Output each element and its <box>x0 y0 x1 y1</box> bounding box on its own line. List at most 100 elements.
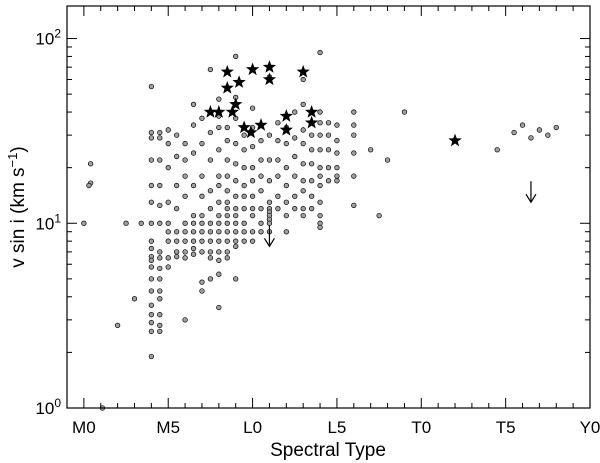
data-point <box>199 115 205 121</box>
data-point <box>401 109 408 115</box>
data-point <box>308 193 315 199</box>
data-point <box>190 122 197 128</box>
data-point <box>308 205 315 212</box>
data-point <box>207 188 214 194</box>
data-point <box>258 157 264 163</box>
data-point <box>249 193 256 199</box>
data-point <box>216 220 222 226</box>
data-point <box>148 264 155 270</box>
data-point <box>249 165 256 171</box>
data-point <box>325 178 332 184</box>
data-point <box>317 224 323 231</box>
data-point <box>266 178 273 184</box>
data-point <box>157 265 163 272</box>
data-point <box>157 255 163 261</box>
data-point <box>148 157 155 163</box>
data-point <box>308 147 315 153</box>
data-point <box>351 202 357 209</box>
data-point <box>148 238 155 244</box>
data-point <box>157 288 163 294</box>
data-point <box>317 182 323 189</box>
data-point <box>334 173 340 179</box>
y-axis-label-base: v sin i (km s <box>8 167 29 267</box>
data-point <box>283 212 289 219</box>
data-point <box>148 353 155 360</box>
data-point <box>308 132 315 138</box>
data-point <box>334 165 340 171</box>
data-point <box>224 138 230 144</box>
data-point <box>199 238 205 244</box>
data-point <box>325 132 332 138</box>
data-point <box>233 243 239 249</box>
data-point <box>249 105 256 111</box>
data-point <box>81 220 87 226</box>
data-point <box>148 319 155 326</box>
data-point <box>233 205 239 212</box>
data-point <box>216 238 222 244</box>
x-tick-label: M5 <box>156 418 180 437</box>
data-point <box>224 188 230 194</box>
data-point <box>233 161 239 167</box>
data-point <box>182 193 188 199</box>
data-point <box>300 161 306 167</box>
data-point <box>317 199 323 205</box>
data-point <box>157 328 163 334</box>
star-data-point <box>245 62 260 76</box>
data-point <box>190 229 197 235</box>
data-point <box>545 132 551 138</box>
star-data-point <box>279 109 293 122</box>
y-tick-label: 101 <box>35 211 61 233</box>
data-point <box>123 220 129 226</box>
data-point <box>216 182 222 189</box>
data-point <box>334 150 340 156</box>
data-point <box>165 220 171 226</box>
data-point <box>207 276 214 282</box>
data-point <box>528 135 534 141</box>
data-point <box>182 249 188 255</box>
data-point <box>494 147 500 153</box>
data-point <box>207 66 214 73</box>
data-point <box>207 255 214 261</box>
data-point <box>148 302 155 308</box>
data-point <box>157 249 163 255</box>
data-point <box>258 205 264 212</box>
data-point <box>325 120 332 126</box>
data-point <box>190 251 197 257</box>
star-data-point <box>203 105 218 118</box>
data-point <box>190 238 197 244</box>
data-point <box>165 140 171 147</box>
data-point <box>249 143 256 150</box>
data-point <box>351 132 357 138</box>
data-point <box>148 288 155 294</box>
data-point <box>258 229 264 235</box>
data-point <box>199 173 205 179</box>
axis-tick-labels: M0 M5 L0 L5 T0 T5 Y0 100 101 102 <box>35 27 600 437</box>
x-tick-label: T0 <box>411 418 431 437</box>
data-point <box>233 276 239 282</box>
data-point <box>233 193 239 199</box>
data-point <box>207 205 214 212</box>
data-point <box>275 193 281 199</box>
data-point <box>292 109 298 115</box>
data-point <box>157 312 163 318</box>
data-point <box>300 140 306 147</box>
data-point <box>165 255 171 261</box>
star-data-point <box>304 105 319 118</box>
data-point <box>300 76 306 83</box>
data-point <box>368 147 374 153</box>
data-point <box>199 229 205 235</box>
data-point <box>174 249 180 255</box>
data-point <box>216 96 222 102</box>
data-point <box>317 109 323 115</box>
data-point <box>157 182 163 189</box>
data-point <box>86 182 92 189</box>
data-point <box>190 220 197 226</box>
x-tick-label: M0 <box>72 418 96 437</box>
data-point <box>190 182 197 189</box>
data-point <box>308 161 315 167</box>
data-point <box>182 317 188 323</box>
data-point <box>249 178 256 184</box>
data-point <box>292 205 298 212</box>
data-point <box>241 193 247 199</box>
data-point <box>283 229 289 235</box>
